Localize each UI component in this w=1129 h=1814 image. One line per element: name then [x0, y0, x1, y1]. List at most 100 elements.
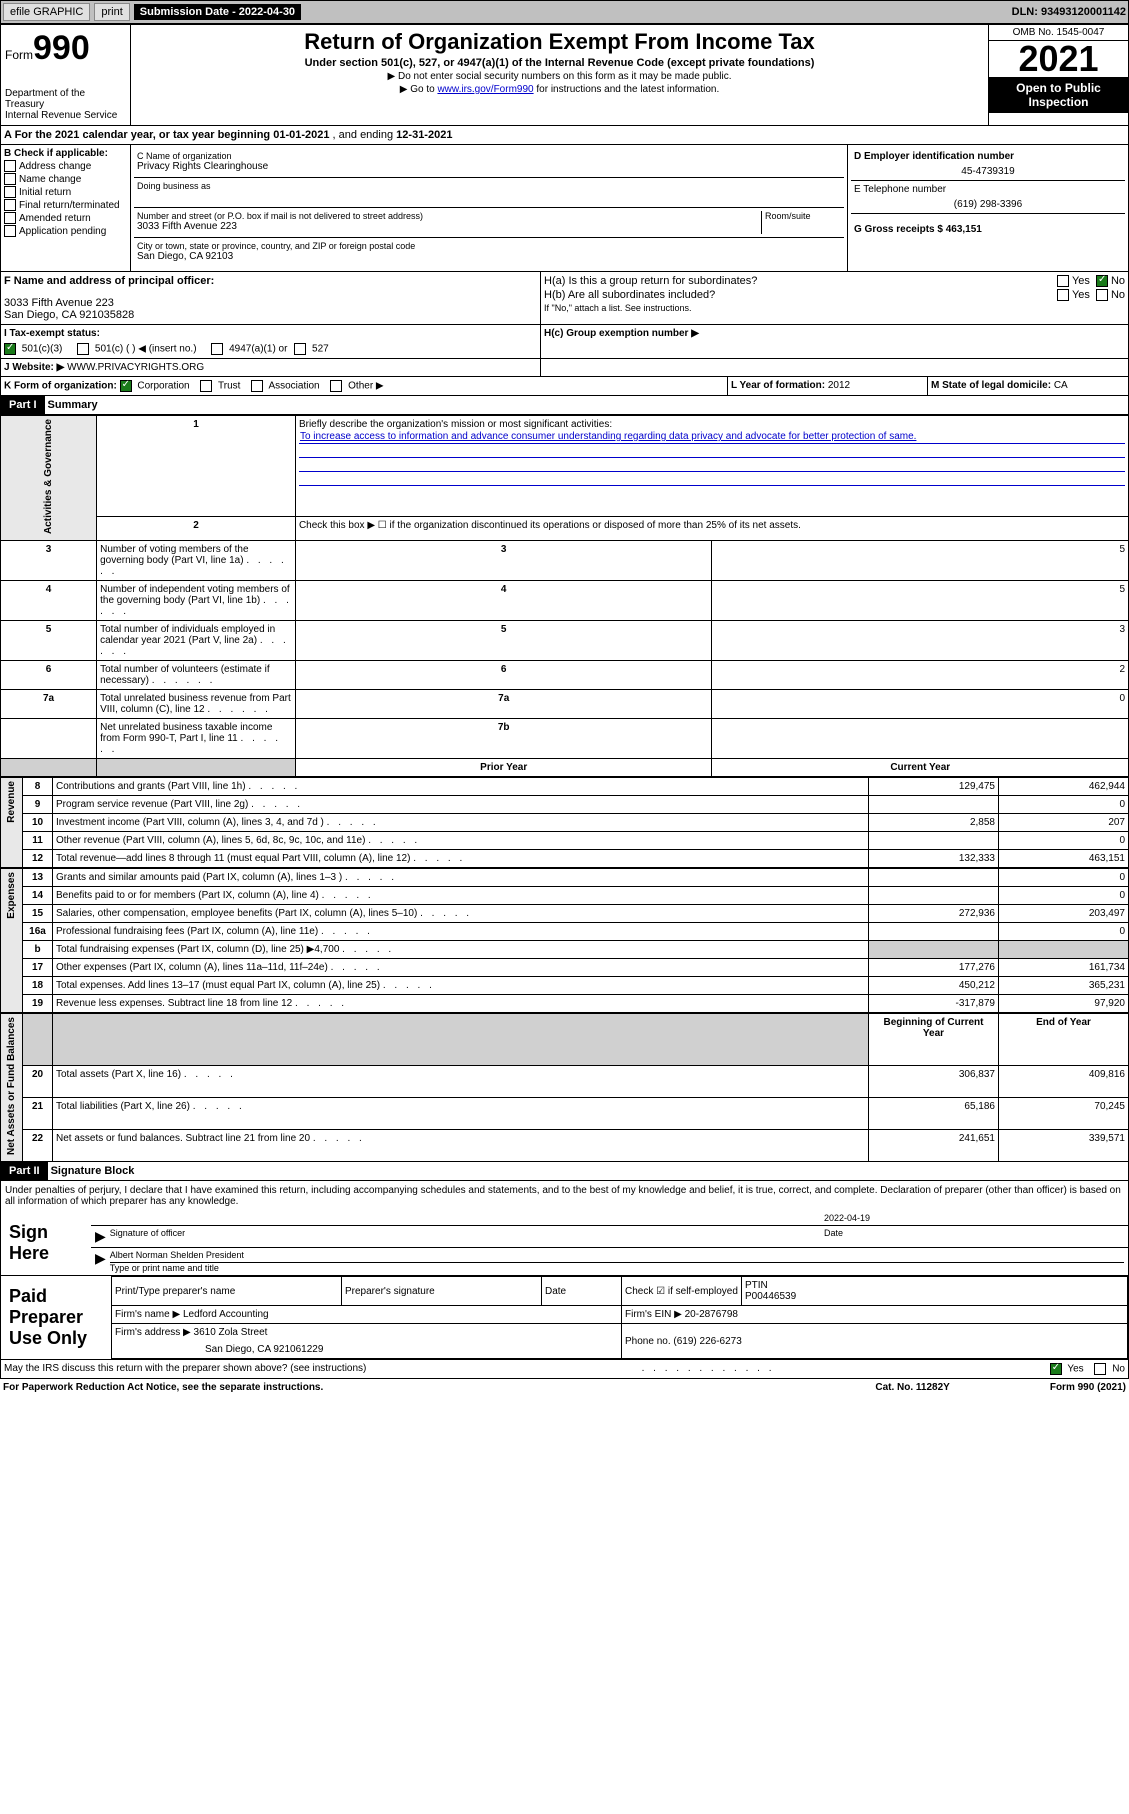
- row-desc: Total fundraising expenses (Part IX, col…: [53, 941, 869, 959]
- no-label-2: No: [1111, 289, 1125, 301]
- corp-label: Corporation: [137, 381, 189, 392]
- paid-preparer-label: Paid Preparer Use Only: [1, 1276, 111, 1359]
- row-num: 9: [23, 796, 53, 814]
- trust-checkbox[interactable]: [200, 380, 212, 392]
- firm-ein: 20-2876798: [685, 1309, 738, 1320]
- addr-label: Number and street (or P.O. box if mail i…: [137, 211, 761, 221]
- firm-addr1: 3610 Zola Street: [194, 1327, 268, 1338]
- row-desc: Total unrelated business revenue from Pa…: [97, 690, 296, 719]
- hb-yes-checkbox[interactable]: [1057, 289, 1069, 301]
- row-desc: Total expenses. Add lines 13–17 (must eq…: [53, 977, 869, 995]
- current-value: [999, 941, 1129, 959]
- ein-value: 45-4739319: [854, 166, 1122, 177]
- hb-label: H(b) Are all subordinates included?: [544, 289, 1057, 301]
- print-button[interactable]: print: [94, 3, 129, 21]
- current-value: 409,816: [999, 1065, 1129, 1097]
- row-desc: Salaries, other compensation, employee b…: [53, 905, 869, 923]
- discuss-row: May the IRS discuss this return with the…: [0, 1360, 1129, 1379]
- prior-year-label: Prior Year: [295, 759, 712, 777]
- row-num: 7a: [1, 690, 97, 719]
- form-label: Form: [5, 48, 33, 62]
- row-label: 4: [295, 581, 712, 621]
- discuss-no-checkbox[interactable]: [1094, 1363, 1106, 1375]
- prior-value: -317,879: [869, 995, 999, 1013]
- phone-value: (619) 298-3396: [854, 199, 1122, 210]
- arrow-icon: ▶: [95, 1228, 106, 1245]
- row-desc: Other revenue (Part VIII, column (A), li…: [53, 832, 869, 850]
- row-num: 19: [23, 995, 53, 1013]
- note2-pre: ▶ Go to: [400, 84, 438, 95]
- row-desc: Net unrelated business taxable income fr…: [97, 719, 296, 759]
- prior-value: [869, 941, 999, 959]
- hb-no-checkbox[interactable]: [1096, 289, 1108, 301]
- c-name-label: C Name of organization: [137, 151, 841, 161]
- row-desc: Investment income (Part VIII, column (A)…: [53, 814, 869, 832]
- row-num: b: [23, 941, 53, 959]
- opt-501c: 501(c) ( ) ◀ (insert no.): [95, 344, 197, 355]
- period-label: A For the 2021 calendar year, or tax yea…: [4, 129, 273, 141]
- irs-link[interactable]: www.irs.gov/Form990: [437, 84, 533, 95]
- row-desc: Total number of volunteers (estimate if …: [97, 661, 296, 690]
- prior-value: 2,858: [869, 814, 999, 832]
- row-num: 10: [23, 814, 53, 832]
- row-desc: Number of voting members of the governin…: [97, 541, 296, 581]
- info-row: B Check if applicable: Address changeNam…: [0, 145, 1129, 272]
- corp-checkbox[interactable]: [120, 380, 132, 392]
- discuss-yes-checkbox[interactable]: [1050, 1363, 1062, 1375]
- b-checkbox[interactable]: [4, 160, 16, 172]
- yes-label: Yes: [1072, 275, 1090, 287]
- signature-section: Under penalties of perjury, I declare th…: [0, 1181, 1129, 1276]
- yes-label-2: Yes: [1072, 289, 1090, 301]
- row-num: 8: [23, 778, 53, 796]
- sig-date: 2022-04-19: [824, 1213, 1124, 1223]
- assoc-checkbox[interactable]: [251, 380, 263, 392]
- l-label: L Year of formation:: [731, 380, 825, 391]
- current-value: 203,497: [999, 905, 1129, 923]
- prior-value: 65,186: [869, 1097, 999, 1129]
- period-mid: , and ending: [333, 129, 397, 141]
- opt-527: 527: [312, 344, 329, 355]
- b-checkbox[interactable]: [4, 173, 16, 185]
- b-checkbox[interactable]: [4, 186, 16, 198]
- org-form-row: K Form of organization: Corporation Trus…: [0, 377, 1129, 396]
- preparer-section: Paid Preparer Use Only Print/Type prepar…: [0, 1276, 1129, 1360]
- b-checkbox[interactable]: [4, 212, 16, 224]
- row-num: 17: [23, 959, 53, 977]
- name-label: Type or print name and title: [110, 1262, 1124, 1273]
- firm-ein-label: Firm's EIN ▶: [625, 1309, 682, 1320]
- discuss-label: May the IRS discuss this return with the…: [4, 1363, 366, 1375]
- other-checkbox[interactable]: [330, 380, 342, 392]
- 4947-checkbox[interactable]: [211, 343, 223, 355]
- prior-value: 129,475: [869, 778, 999, 796]
- current-year-label: Current Year: [712, 759, 1129, 777]
- prep-phone-label: Phone no.: [625, 1336, 671, 1347]
- form-header: Form 990 Department of the Treasury Inte…: [0, 24, 1129, 126]
- 501c3-checkbox[interactable]: [4, 343, 16, 355]
- row-desc: Revenue less expenses. Subtract line 18 …: [53, 995, 869, 1013]
- note-2: ▶ Go to www.irs.gov/Form990 for instruct…: [135, 84, 984, 95]
- i-label: I Tax-exempt status:: [4, 328, 100, 339]
- officer-name: Albert Norman Shelden President: [110, 1250, 1124, 1260]
- 527-checkbox[interactable]: [294, 343, 306, 355]
- ha-no-checkbox[interactable]: [1096, 275, 1108, 287]
- form-ref: Form 990 (2021): [1050, 1382, 1126, 1393]
- m-value: CA: [1054, 380, 1068, 391]
- ha-yes-checkbox[interactable]: [1057, 275, 1069, 287]
- j-label: J Website: ▶: [4, 362, 64, 373]
- b-checkbox[interactable]: [4, 225, 16, 237]
- dln: DLN: 93493120001142: [1012, 6, 1126, 18]
- row-value: 5: [712, 541, 1129, 581]
- paperwork-notice: For Paperwork Reduction Act Notice, see …: [3, 1382, 323, 1393]
- row-value: 0: [712, 690, 1129, 719]
- hb-note: If "No," attach a list. See instructions…: [544, 303, 1125, 313]
- discuss-yes-label: Yes: [1067, 1364, 1083, 1375]
- row-desc: Professional fundraising fees (Part IX, …: [53, 923, 869, 941]
- opt-501c3: 501(c)(3): [22, 344, 63, 355]
- row-num: 21: [23, 1097, 53, 1129]
- 501c-checkbox[interactable]: [77, 343, 89, 355]
- org-city: San Diego, CA 92103: [137, 251, 841, 262]
- prior-value: [869, 869, 999, 887]
- b-checkbox[interactable]: [4, 199, 16, 211]
- row-desc: Contributions and grants (Part VIII, lin…: [53, 778, 869, 796]
- efile-button[interactable]: efile GRAPHIC: [3, 3, 90, 21]
